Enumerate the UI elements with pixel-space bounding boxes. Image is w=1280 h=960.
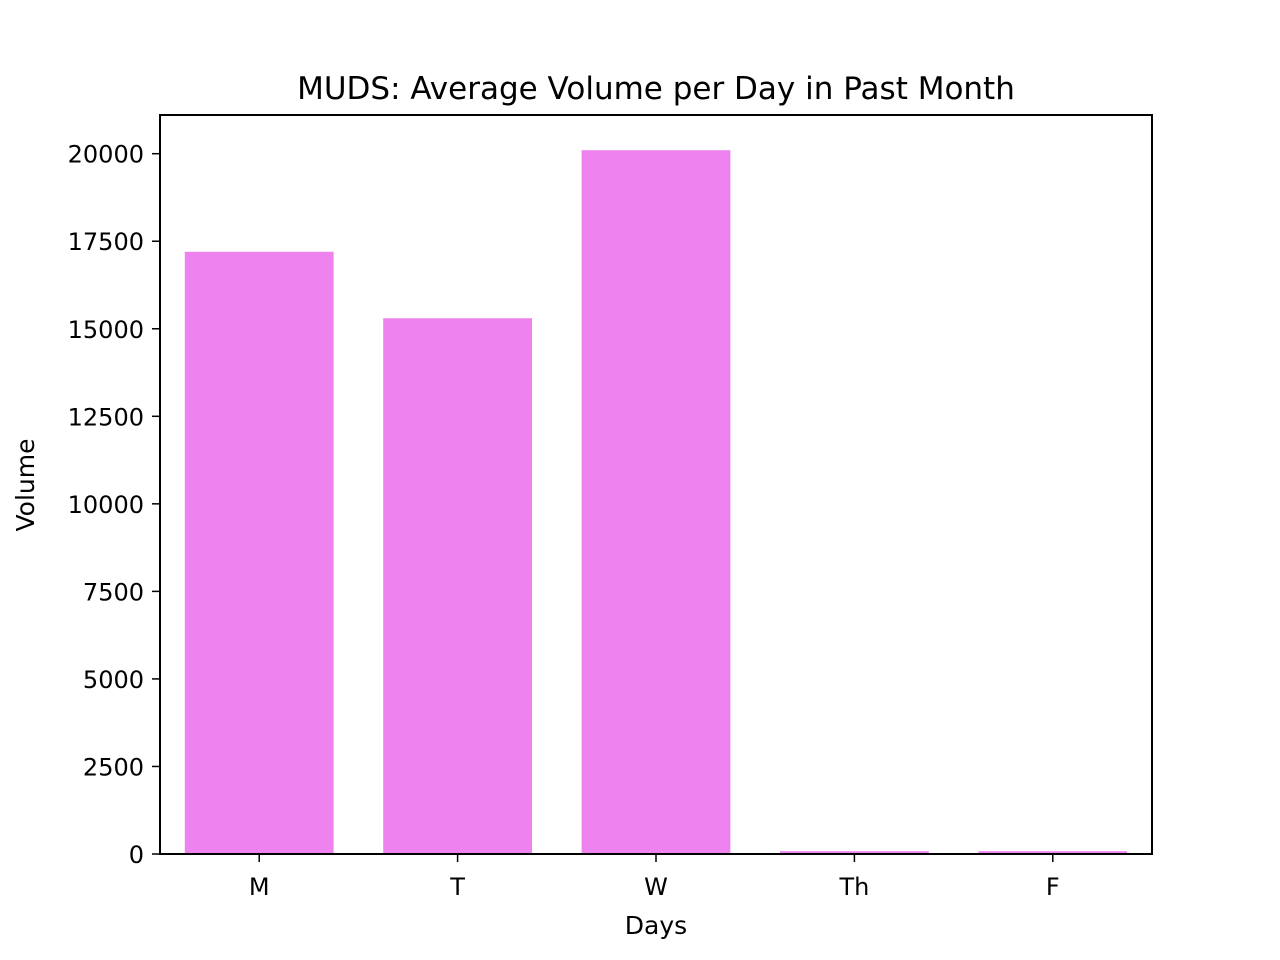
y-tick-label: 2500 — [83, 753, 144, 781]
x-tick-label: F — [1046, 873, 1060, 901]
x-axis-ticks: M T W Th F — [249, 854, 1060, 901]
y-tick-label: 0 — [129, 841, 144, 869]
x-tick-label: W — [644, 873, 668, 901]
y-axis-ticks: 0 2500 5000 7500 10000 12500 15000 17500 20000 — [68, 141, 160, 869]
x-tick-label: Th — [838, 873, 869, 901]
y-tick-label: 20000 — [68, 141, 144, 169]
bar-m — [184, 251, 334, 855]
y-tick-label: 5000 — [83, 666, 144, 694]
y-tick-label: 15000 — [68, 316, 144, 344]
y-tick-label: 17500 — [68, 228, 144, 256]
y-axis-label: Volume — [11, 439, 40, 532]
bar-f — [978, 851, 1128, 854]
y-tick-label: 7500 — [83, 578, 144, 606]
plot-frame — [159, 114, 1153, 855]
x-axis-label: Days — [625, 911, 687, 940]
y-tick-label: 10000 — [68, 491, 144, 519]
bar-w — [581, 150, 731, 854]
bars-group — [184, 150, 1128, 855]
x-tick-label: T — [449, 873, 465, 901]
chart-title: MUDS: Average Volume per Day in Past Mon… — [297, 71, 1015, 107]
x-tick-label: M — [249, 873, 270, 901]
bar-t — [383, 318, 532, 854]
bar-th — [780, 851, 929, 854]
y-tick-label: 12500 — [68, 403, 144, 431]
